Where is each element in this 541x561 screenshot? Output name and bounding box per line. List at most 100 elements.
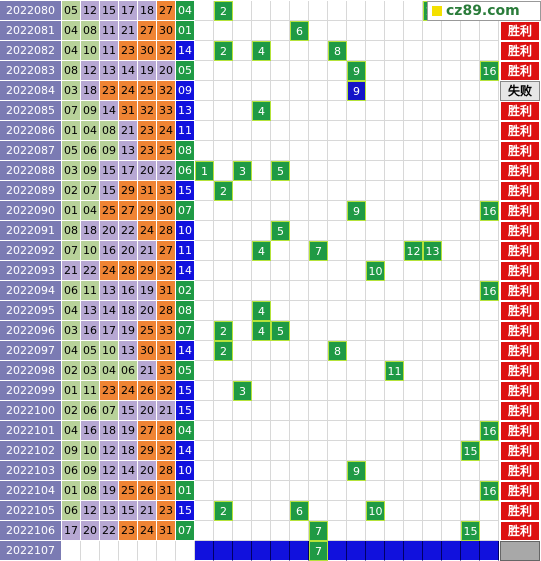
ball-number: 03 bbox=[62, 161, 81, 181]
empty-cell bbox=[385, 281, 404, 301]
ball-number: 25 bbox=[119, 481, 138, 501]
result-badge: 胜利 bbox=[500, 161, 540, 181]
ball-number: 07 bbox=[62, 101, 81, 121]
site-logo[interactable]: cz89.com bbox=[427, 1, 541, 21]
empty-cell bbox=[423, 381, 442, 401]
empty-cell bbox=[423, 181, 442, 201]
empty-cell bbox=[290, 421, 309, 441]
ball-number: 01 bbox=[176, 21, 195, 41]
empty-cell bbox=[271, 201, 290, 221]
issue-number: 2022101 bbox=[0, 421, 62, 441]
empty-cell bbox=[347, 261, 366, 281]
table-row: 2022081 04 08 11 21 27 30 01 6 胜利 bbox=[0, 21, 541, 41]
empty-cell bbox=[347, 181, 366, 201]
hit-marker: 4 bbox=[252, 321, 271, 341]
empty-cell bbox=[366, 521, 385, 541]
ball-number: 09 bbox=[62, 441, 81, 461]
ball-number: 30 bbox=[138, 41, 157, 61]
empty-cell bbox=[404, 181, 423, 201]
empty-cell bbox=[423, 41, 442, 61]
empty-cell bbox=[442, 21, 461, 41]
empty-cell bbox=[366, 1, 385, 21]
ball-number: 14 bbox=[100, 101, 119, 121]
issue-number: 2022086 bbox=[0, 121, 62, 141]
empty-cell bbox=[233, 341, 252, 361]
empty-cell bbox=[214, 461, 233, 481]
empty-cell bbox=[214, 421, 233, 441]
table-row: 2022083 08 12 13 14 19 20 05 9 16 胜利 bbox=[0, 61, 541, 81]
empty-cell bbox=[214, 301, 233, 321]
empty-cell bbox=[309, 181, 328, 201]
empty-cell bbox=[328, 361, 347, 381]
ball-number: 29 bbox=[138, 261, 157, 281]
empty-cell bbox=[366, 121, 385, 141]
empty-cell bbox=[328, 301, 347, 321]
empty-cell bbox=[385, 301, 404, 321]
empty-cell bbox=[480, 101, 499, 121]
empty-cell bbox=[252, 461, 271, 481]
empty-cell bbox=[290, 81, 309, 101]
empty-cell bbox=[195, 461, 214, 481]
ball-number: 11 bbox=[81, 281, 100, 301]
empty-cell bbox=[480, 501, 499, 521]
empty-cell bbox=[328, 501, 347, 521]
empty-cell bbox=[195, 41, 214, 61]
empty-cell bbox=[385, 101, 404, 121]
result-badge: 胜利 bbox=[500, 381, 540, 401]
empty-cell bbox=[347, 381, 366, 401]
ball-number: 09 bbox=[81, 461, 100, 481]
empty-cell bbox=[195, 181, 214, 201]
ball-number: 27 bbox=[138, 21, 157, 41]
empty-cell bbox=[290, 41, 309, 61]
empty-cell bbox=[328, 101, 347, 121]
hit-marker: 15 bbox=[461, 521, 480, 541]
pending-cell bbox=[385, 541, 404, 561]
ball-number: 02 bbox=[62, 401, 81, 421]
empty-cell bbox=[404, 481, 423, 501]
empty-cell bbox=[423, 441, 442, 461]
empty-cell bbox=[404, 361, 423, 381]
hit-marker: 16 bbox=[480, 61, 499, 81]
empty-ball bbox=[81, 541, 100, 561]
pending-cell bbox=[271, 541, 290, 561]
hit-marker: 2 bbox=[214, 181, 233, 201]
ball-number: 15 bbox=[100, 181, 119, 201]
ball-number: 24 bbox=[100, 261, 119, 281]
empty-cell bbox=[233, 361, 252, 381]
hit-marker: 11 bbox=[385, 361, 404, 381]
empty-cell bbox=[252, 1, 271, 21]
empty-cell bbox=[252, 481, 271, 501]
pending-cell bbox=[480, 541, 499, 561]
ball-number: 04 bbox=[62, 41, 81, 61]
empty-cell bbox=[195, 401, 214, 421]
issue-number: 2022099 bbox=[0, 381, 62, 401]
empty-cell bbox=[233, 261, 252, 281]
empty-cell bbox=[404, 141, 423, 161]
empty-cell bbox=[385, 121, 404, 141]
empty-cell bbox=[271, 1, 290, 21]
empty-cell bbox=[347, 481, 366, 501]
empty-cell bbox=[385, 261, 404, 281]
empty-cell bbox=[309, 141, 328, 161]
ball-number: 24 bbox=[138, 221, 157, 241]
hit-marker: 10 bbox=[366, 261, 385, 281]
ball-number: 12 bbox=[81, 501, 100, 521]
ball-number: 15 bbox=[100, 1, 119, 21]
empty-cell bbox=[290, 341, 309, 361]
ball-number: 07 bbox=[81, 181, 100, 201]
result-badge: 胜利 bbox=[500, 41, 540, 61]
empty-cell bbox=[423, 161, 442, 181]
empty-cell bbox=[233, 41, 252, 61]
empty-cell bbox=[195, 241, 214, 261]
ball-number: 12 bbox=[81, 61, 100, 81]
empty-cell bbox=[442, 81, 461, 101]
empty-cell bbox=[366, 41, 385, 61]
empty-cell bbox=[233, 241, 252, 261]
empty-cell bbox=[195, 281, 214, 301]
ball-number: 03 bbox=[62, 81, 81, 101]
hit-marker: 2 bbox=[214, 321, 233, 341]
empty-cell bbox=[442, 281, 461, 301]
ball-number: 27 bbox=[157, 1, 176, 21]
empty-cell bbox=[404, 321, 423, 341]
empty-cell bbox=[461, 141, 480, 161]
